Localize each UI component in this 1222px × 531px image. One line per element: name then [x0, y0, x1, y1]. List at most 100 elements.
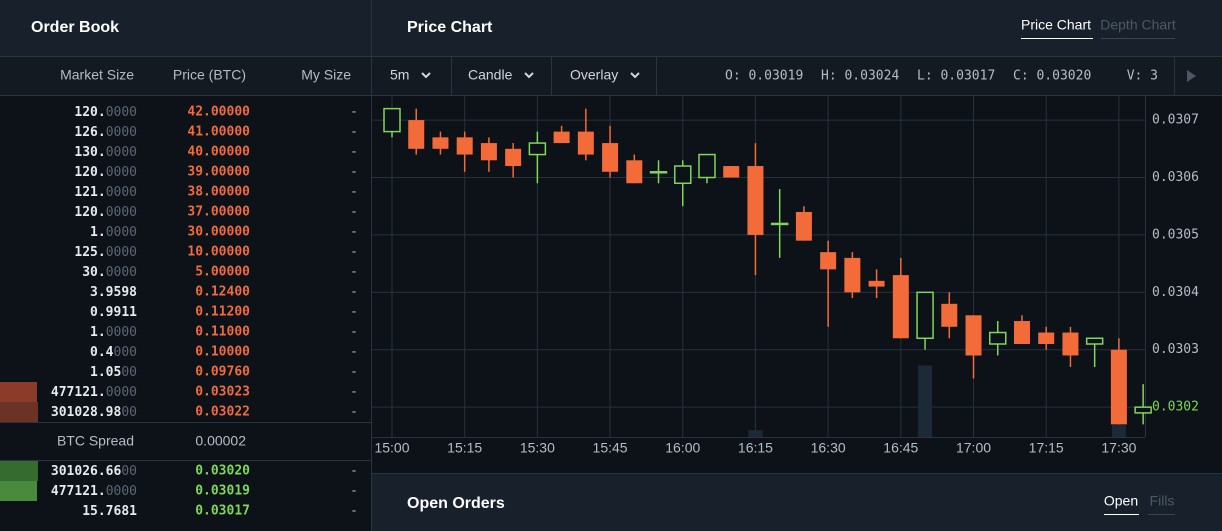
market-size: 120.0000	[74, 105, 137, 120]
bid-depth-bar	[0, 481, 37, 501]
ohlc-low: L: 0.03017	[917, 69, 995, 84]
candle-body	[916, 291, 934, 340]
y-tick-label: 0.0302	[1152, 400, 1199, 415]
price-chart-header	[372, 0, 1222, 57]
candle-body	[1038, 332, 1055, 344]
price: 0.11200	[195, 305, 250, 320]
my-size: -	[350, 125, 358, 140]
y-tick-label: 0.0307	[1152, 113, 1199, 128]
candle-body	[1110, 349, 1127, 425]
x-tick-label: 16:00	[665, 440, 700, 456]
market-size: 120.0000	[74, 205, 137, 220]
interval-select[interactable]: 5m	[390, 67, 409, 83]
ohlc-open: O: 0.03019	[725, 69, 803, 84]
candle-body	[747, 166, 764, 235]
market-size: 0.9911	[90, 305, 137, 320]
my-size: -	[350, 205, 358, 220]
my-size: -	[350, 405, 358, 420]
candle-body	[892, 275, 909, 339]
market-size: 30.0000	[82, 265, 137, 280]
price: 37.00000	[187, 205, 250, 220]
candle-body	[577, 131, 594, 155]
candle-body	[626, 160, 643, 184]
y-tick-label: 0.0304	[1152, 285, 1199, 300]
y-tick-label: 0.0306	[1152, 170, 1199, 185]
market-size: 301028.9800	[51, 405, 137, 420]
volume-bar	[748, 430, 763, 437]
price: 0.03017	[195, 504, 250, 519]
market-size: 1.0000	[90, 225, 137, 240]
tab-active[interactable]: Price Chart	[1021, 17, 1091, 33]
price: 39.00000	[187, 165, 250, 180]
panel-title: Order Book	[31, 19, 119, 36]
candle-body	[698, 153, 716, 179]
market-size: 301026.6600	[51, 464, 137, 479]
x-tick-label: 17:15	[1029, 440, 1064, 456]
scroll-button[interactable]	[1187, 70, 1196, 82]
chevron	[630, 72, 640, 79]
volume-bar	[918, 365, 933, 437]
market-size: 3.9598	[90, 285, 137, 300]
x-tick-label: 15:30	[520, 440, 555, 456]
ohlc-close: C: 0.03020	[1013, 69, 1091, 84]
my-size: -	[350, 484, 358, 499]
candle-body	[383, 107, 401, 133]
my-size: -	[350, 165, 358, 180]
x-tick-label: 17:30	[1101, 440, 1136, 456]
tab-active[interactable]: Open	[1104, 493, 1138, 509]
candle-body	[989, 331, 1007, 345]
price: 0.11000	[195, 325, 250, 340]
tab[interactable]: Fills	[1150, 493, 1175, 509]
my-size: -	[350, 105, 358, 120]
price: 0.09760	[195, 365, 250, 380]
x-tick-label: 16:15	[738, 440, 773, 456]
candle-body	[432, 137, 449, 149]
x-tick-label: 17:00	[956, 440, 991, 456]
price: 0.03023	[195, 385, 250, 400]
price: 38.00000	[187, 185, 250, 200]
candle-body	[1013, 321, 1030, 344]
column-header: Price (BTC)	[173, 67, 246, 83]
candle-body	[1085, 337, 1104, 345]
bid-depth-bar	[0, 461, 38, 481]
candle-body	[868, 280, 885, 287]
open-orders-header	[372, 474, 1222, 531]
market-size: 120.0000	[74, 165, 137, 180]
column-header: Market Size	[60, 67, 134, 83]
candle-body	[1134, 406, 1152, 414]
order-book-rows: 120.0000 42.00000 - 126.0000 41.00000 - 130.00…	[51, 105, 358, 519]
candle-body	[770, 222, 789, 226]
x-tick-label: 16:30	[811, 440, 846, 456]
market-size: 125.0000	[74, 245, 137, 260]
x-tick-label: 15:00	[374, 440, 409, 456]
price: 30.00000	[187, 225, 250, 240]
my-size: -	[350, 325, 358, 340]
price: 40.00000	[187, 145, 250, 160]
tab[interactable]: Depth Chart	[1100, 17, 1176, 33]
spread-label: BTC Spread	[57, 433, 134, 449]
candle-body	[1062, 332, 1079, 356]
market-size: 1.0000	[90, 325, 137, 340]
x-tick-label: 15:15	[447, 440, 482, 456]
my-size: -	[350, 245, 358, 260]
ask-depth-bar	[0, 402, 38, 422]
column-header: My Size	[301, 67, 351, 83]
my-size: -	[350, 285, 358, 300]
candle-body	[844, 257, 861, 293]
chart-toolbar	[372, 57, 1222, 96]
my-size: -	[350, 185, 358, 200]
order-book-column-header	[0, 57, 371, 96]
price: 0.03022	[195, 405, 250, 420]
ohlc-volume: V: 3	[1127, 69, 1158, 84]
chart-type-select[interactable]: Candle	[468, 67, 513, 83]
market-size: 477121.0000	[51, 385, 137, 400]
overlay-select[interactable]: Overlay	[570, 67, 618, 83]
price: 42.00000	[187, 105, 250, 120]
candle-body	[456, 137, 473, 155]
order-book-header	[0, 0, 371, 57]
candle-body	[602, 143, 619, 172]
price: 41.00000	[187, 125, 250, 140]
market-size: 130.0000	[74, 145, 137, 160]
price: 0.12400	[195, 285, 250, 300]
